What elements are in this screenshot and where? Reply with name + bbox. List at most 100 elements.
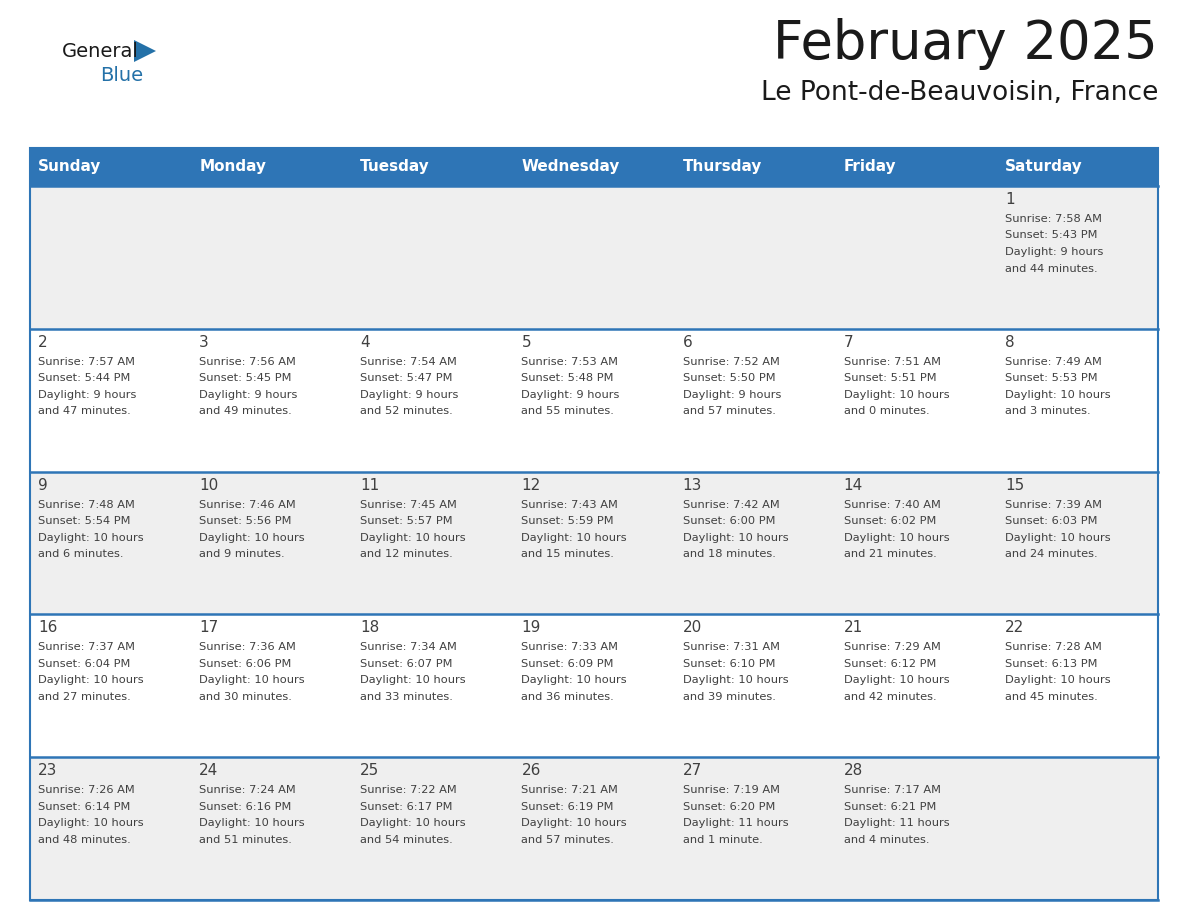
Text: Sunset: 5:57 PM: Sunset: 5:57 PM bbox=[360, 516, 453, 526]
Text: 10: 10 bbox=[200, 477, 219, 493]
Text: Daylight: 10 hours: Daylight: 10 hours bbox=[360, 818, 466, 828]
Text: Daylight: 10 hours: Daylight: 10 hours bbox=[38, 818, 144, 828]
Text: Sunrise: 7:34 AM: Sunrise: 7:34 AM bbox=[360, 643, 457, 653]
Text: 5: 5 bbox=[522, 335, 531, 350]
Text: 16: 16 bbox=[38, 621, 57, 635]
Text: Sunset: 6:10 PM: Sunset: 6:10 PM bbox=[683, 659, 775, 669]
Text: and 36 minutes.: and 36 minutes. bbox=[522, 692, 614, 702]
Text: Tuesday: Tuesday bbox=[360, 160, 430, 174]
Text: 20: 20 bbox=[683, 621, 702, 635]
Text: Sunrise: 7:22 AM: Sunrise: 7:22 AM bbox=[360, 785, 457, 795]
Text: Sunrise: 7:54 AM: Sunrise: 7:54 AM bbox=[360, 357, 457, 367]
Text: 25: 25 bbox=[360, 763, 379, 778]
Text: Sunset: 6:03 PM: Sunset: 6:03 PM bbox=[1005, 516, 1098, 526]
Text: Sunset: 5:48 PM: Sunset: 5:48 PM bbox=[522, 374, 614, 384]
Text: Daylight: 10 hours: Daylight: 10 hours bbox=[200, 818, 305, 828]
Text: Daylight: 10 hours: Daylight: 10 hours bbox=[1005, 390, 1111, 400]
Text: 24: 24 bbox=[200, 763, 219, 778]
Text: Daylight: 10 hours: Daylight: 10 hours bbox=[1005, 676, 1111, 686]
Text: Daylight: 10 hours: Daylight: 10 hours bbox=[522, 818, 627, 828]
Bar bbox=[30, 472, 1158, 614]
Text: 14: 14 bbox=[843, 477, 862, 493]
Text: February 2025: February 2025 bbox=[773, 18, 1158, 70]
Text: Daylight: 9 hours: Daylight: 9 hours bbox=[522, 390, 620, 400]
Text: and 39 minutes.: and 39 minutes. bbox=[683, 692, 776, 702]
Text: Daylight: 9 hours: Daylight: 9 hours bbox=[683, 390, 781, 400]
Text: Monday: Monday bbox=[200, 160, 266, 174]
Text: 8: 8 bbox=[1005, 335, 1015, 350]
Text: Daylight: 10 hours: Daylight: 10 hours bbox=[843, 532, 949, 543]
Text: and 1 minute.: and 1 minute. bbox=[683, 834, 763, 845]
Text: Daylight: 10 hours: Daylight: 10 hours bbox=[38, 532, 144, 543]
Text: 23: 23 bbox=[38, 763, 57, 778]
Text: Daylight: 10 hours: Daylight: 10 hours bbox=[843, 676, 949, 686]
Bar bbox=[30, 148, 1158, 900]
Text: and 12 minutes.: and 12 minutes. bbox=[360, 549, 453, 559]
Text: Sunrise: 7:17 AM: Sunrise: 7:17 AM bbox=[843, 785, 941, 795]
Text: Sunset: 6:13 PM: Sunset: 6:13 PM bbox=[1005, 659, 1098, 669]
Text: Daylight: 11 hours: Daylight: 11 hours bbox=[843, 818, 949, 828]
Text: Daylight: 11 hours: Daylight: 11 hours bbox=[683, 818, 788, 828]
Text: and 6 minutes.: and 6 minutes. bbox=[38, 549, 124, 559]
Text: 21: 21 bbox=[843, 621, 862, 635]
Text: Sunset: 6:21 PM: Sunset: 6:21 PM bbox=[843, 801, 936, 812]
Text: Daylight: 9 hours: Daylight: 9 hours bbox=[360, 390, 459, 400]
Text: Sunrise: 7:28 AM: Sunrise: 7:28 AM bbox=[1005, 643, 1101, 653]
Text: 1: 1 bbox=[1005, 192, 1015, 207]
Text: Sunrise: 7:39 AM: Sunrise: 7:39 AM bbox=[1005, 499, 1101, 509]
Text: Blue: Blue bbox=[100, 66, 143, 85]
Text: 22: 22 bbox=[1005, 621, 1024, 635]
Text: Sunrise: 7:53 AM: Sunrise: 7:53 AM bbox=[522, 357, 619, 367]
Text: Sunset: 5:44 PM: Sunset: 5:44 PM bbox=[38, 374, 131, 384]
Text: Sunset: 5:43 PM: Sunset: 5:43 PM bbox=[1005, 230, 1098, 241]
Text: Sunset: 5:51 PM: Sunset: 5:51 PM bbox=[843, 374, 936, 384]
Text: 17: 17 bbox=[200, 621, 219, 635]
Bar bbox=[30, 757, 1158, 900]
Text: and 57 minutes.: and 57 minutes. bbox=[522, 834, 614, 845]
Text: Sunrise: 7:46 AM: Sunrise: 7:46 AM bbox=[200, 499, 296, 509]
Text: Sunrise: 7:58 AM: Sunrise: 7:58 AM bbox=[1005, 214, 1101, 224]
Text: Sunset: 5:50 PM: Sunset: 5:50 PM bbox=[683, 374, 776, 384]
Text: Daylight: 10 hours: Daylight: 10 hours bbox=[200, 676, 305, 686]
Text: Sunrise: 7:36 AM: Sunrise: 7:36 AM bbox=[200, 643, 296, 653]
Text: and 9 minutes.: and 9 minutes. bbox=[200, 549, 285, 559]
Text: Friday: Friday bbox=[843, 160, 896, 174]
Text: Daylight: 9 hours: Daylight: 9 hours bbox=[1005, 247, 1104, 257]
Bar bbox=[30, 329, 1158, 472]
Text: and 51 minutes.: and 51 minutes. bbox=[200, 834, 292, 845]
Text: 9: 9 bbox=[38, 477, 48, 493]
Text: and 33 minutes.: and 33 minutes. bbox=[360, 692, 453, 702]
Text: Sunrise: 7:42 AM: Sunrise: 7:42 AM bbox=[683, 499, 779, 509]
Text: Sunset: 6:16 PM: Sunset: 6:16 PM bbox=[200, 801, 291, 812]
Text: Sunrise: 7:52 AM: Sunrise: 7:52 AM bbox=[683, 357, 779, 367]
Text: Daylight: 10 hours: Daylight: 10 hours bbox=[360, 532, 466, 543]
Text: Sunset: 5:56 PM: Sunset: 5:56 PM bbox=[200, 516, 291, 526]
Text: Daylight: 10 hours: Daylight: 10 hours bbox=[1005, 532, 1111, 543]
Text: Sunrise: 7:51 AM: Sunrise: 7:51 AM bbox=[843, 357, 941, 367]
Text: Daylight: 10 hours: Daylight: 10 hours bbox=[522, 676, 627, 686]
Text: and 3 minutes.: and 3 minutes. bbox=[1005, 407, 1091, 416]
Text: Sunset: 5:47 PM: Sunset: 5:47 PM bbox=[360, 374, 453, 384]
Text: Sunset: 6:19 PM: Sunset: 6:19 PM bbox=[522, 801, 614, 812]
Bar bbox=[30, 186, 1158, 329]
Text: 19: 19 bbox=[522, 621, 541, 635]
Text: 15: 15 bbox=[1005, 477, 1024, 493]
Text: Sunset: 6:02 PM: Sunset: 6:02 PM bbox=[843, 516, 936, 526]
Text: 28: 28 bbox=[843, 763, 862, 778]
Text: Sunset: 6:07 PM: Sunset: 6:07 PM bbox=[360, 659, 453, 669]
Text: Saturday: Saturday bbox=[1005, 160, 1082, 174]
Text: Daylight: 10 hours: Daylight: 10 hours bbox=[683, 532, 788, 543]
Text: Wednesday: Wednesday bbox=[522, 160, 620, 174]
Text: Sunset: 6:00 PM: Sunset: 6:00 PM bbox=[683, 516, 775, 526]
Text: and 0 minutes.: and 0 minutes. bbox=[843, 407, 929, 416]
Text: and 47 minutes.: and 47 minutes. bbox=[38, 407, 131, 416]
Text: Sunrise: 7:43 AM: Sunrise: 7:43 AM bbox=[522, 499, 618, 509]
Polygon shape bbox=[134, 40, 156, 62]
Text: General: General bbox=[62, 42, 139, 61]
Text: and 57 minutes.: and 57 minutes. bbox=[683, 407, 776, 416]
Text: Sunrise: 7:49 AM: Sunrise: 7:49 AM bbox=[1005, 357, 1101, 367]
Text: 3: 3 bbox=[200, 335, 209, 350]
Text: Sunrise: 7:37 AM: Sunrise: 7:37 AM bbox=[38, 643, 135, 653]
Text: and 4 minutes.: and 4 minutes. bbox=[843, 834, 929, 845]
Text: Sunrise: 7:56 AM: Sunrise: 7:56 AM bbox=[200, 357, 296, 367]
